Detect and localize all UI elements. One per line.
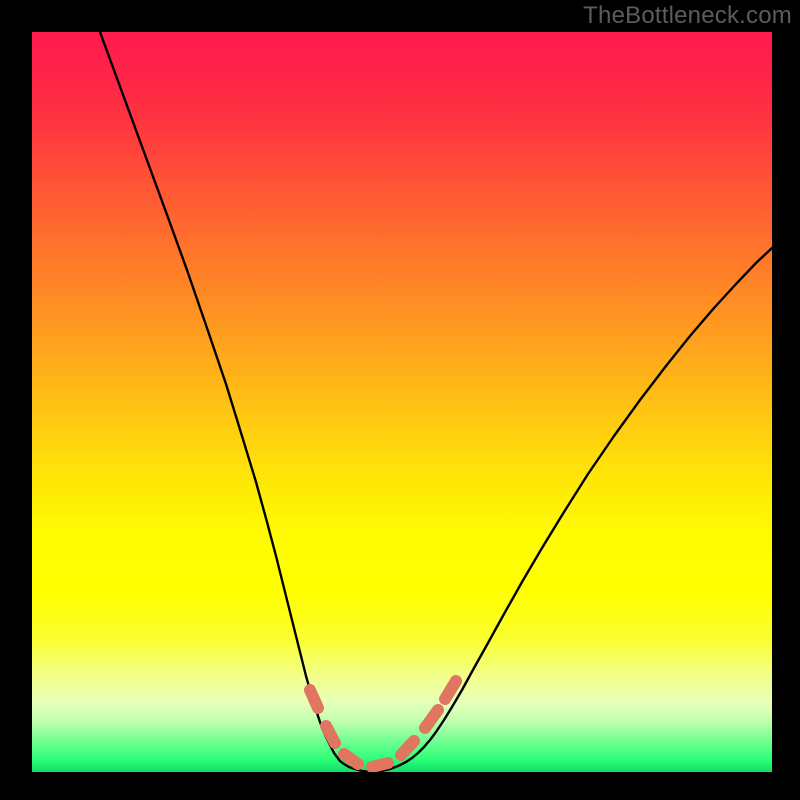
gradient-background bbox=[32, 32, 772, 772]
plot-area bbox=[32, 32, 772, 772]
watermark-text: TheBottleneck.com bbox=[583, 2, 792, 30]
chart-container: TheBottleneck.com bbox=[0, 0, 800, 800]
